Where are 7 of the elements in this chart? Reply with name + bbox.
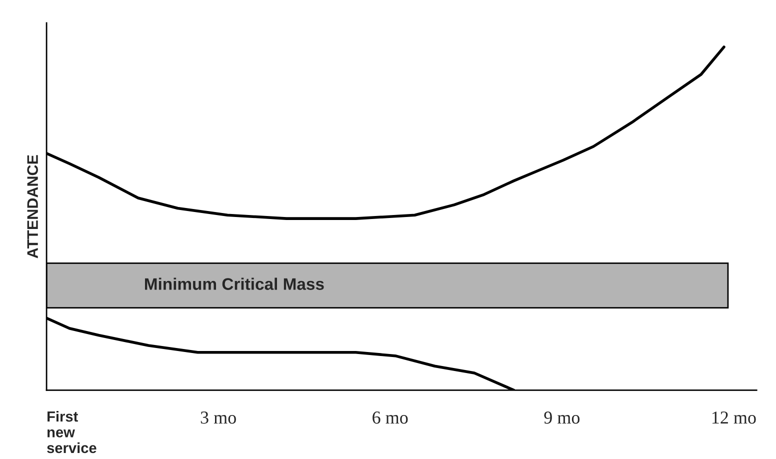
x-tick-label: 3 mo — [200, 412, 236, 424]
y-axis-title: ATTENDANCE — [27, 155, 38, 258]
band-label: Minimum Critical Mass — [145, 278, 324, 290]
x-tick-label: First new service — [47, 410, 96, 454]
x-tick-label: 12 mo — [712, 412, 756, 424]
x-tick-label: 6 mo — [372, 412, 408, 424]
x-tick-label: 9 mo — [544, 412, 580, 424]
